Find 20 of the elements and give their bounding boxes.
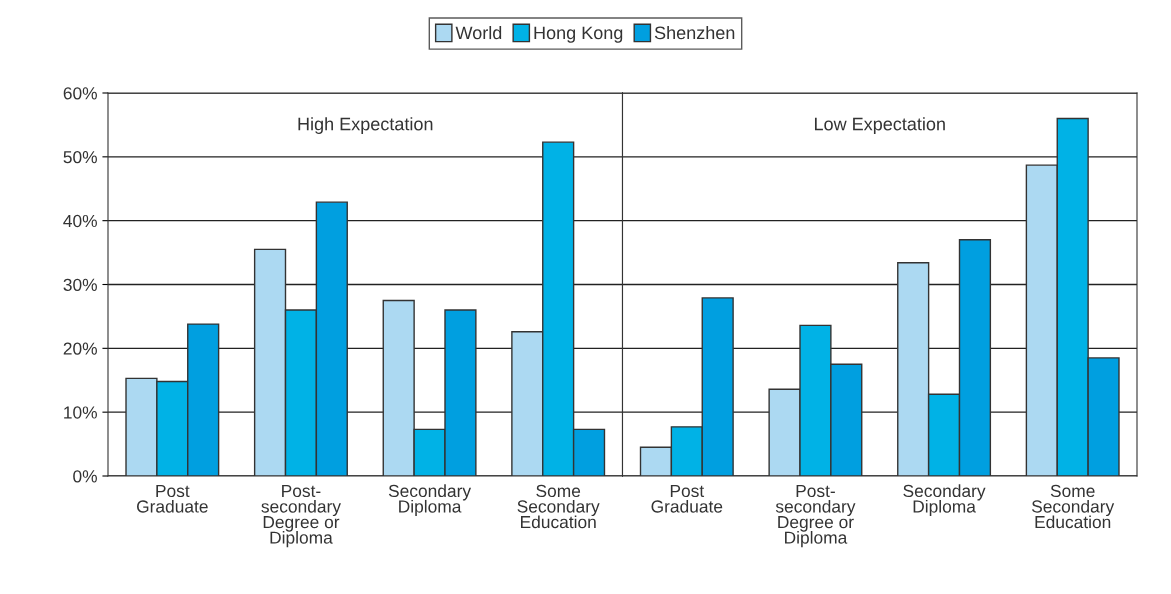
- legend-label: Shenzhen: [654, 25, 735, 40]
- x-tick-label: Secondary Diploma: [388, 484, 472, 517]
- x-tick-label: Some Secondary Education: [1031, 484, 1115, 529]
- y-tick-label: 10%: [64, 406, 97, 419]
- y-tick-label: 30%: [63, 278, 97, 291]
- y-tick-label: 20%: [63, 342, 97, 355]
- y-tick-label: 50%: [63, 151, 97, 164]
- x-tick-label: Post Graduate: [137, 484, 208, 513]
- x-tick-label: Post- secondary Degree or Diploma: [261, 484, 341, 548]
- legend-label: Hong Kong: [534, 26, 623, 43]
- y-tick-label: 40%: [63, 214, 97, 228]
- text: Low Expectation: [814, 117, 945, 134]
- x-tick-label: Post- secondary Degree or Diploma: [775, 484, 856, 548]
- y-tick-label: 0%: [73, 470, 97, 483]
- y-tick-label: 60%: [63, 87, 97, 100]
- legend-label: World: [455, 25, 502, 40]
- x-tick-label: Post Graduate: [651, 484, 723, 513]
- x-tick-label: Some Secondary Education: [517, 484, 600, 529]
- x-tick-label: Secondary Diploma: [903, 484, 986, 517]
- text: High Expectation: [298, 117, 433, 134]
